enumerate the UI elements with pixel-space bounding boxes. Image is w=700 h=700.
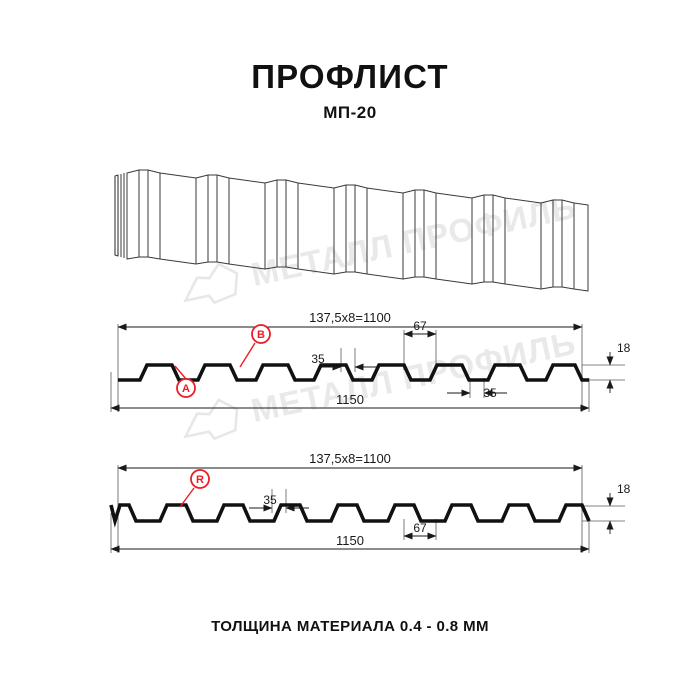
dim-text-pitch-left: 35: [311, 352, 325, 366]
svg-text:МЕТАЛЛ ПРОФИЛЬ: МЕТАЛЛ ПРОФИЛЬ: [248, 324, 579, 429]
marker-a-label: A: [182, 383, 190, 395]
dimension-pitch-2: 35: [249, 493, 309, 512]
isometric-corrugated-sheet: [114, 169, 589, 292]
watermark-top: МЕТАЛЛ ПРОФИЛЬ: [183, 188, 579, 305]
marker-a: A: [174, 365, 196, 398]
section-view-bottom: 137,5x8=1100 1150 35 67 18: [109, 451, 631, 553]
dimension-line-top: 137,5x8=1100: [117, 310, 583, 331]
dimension-crest: 67: [403, 319, 437, 338]
product-code: МП-20: [323, 103, 377, 122]
dim-text-pitch-2: 35: [263, 493, 277, 507]
dim-text-height-2: 18: [617, 482, 631, 496]
dim-text-bottom: 1150: [336, 392, 364, 407]
watermark-bottom: МЕТАЛЛ ПРОФИЛЬ: [183, 324, 579, 441]
profile-outline-top: [118, 363, 589, 382]
dim-text-top: 137,5x8=1100: [309, 310, 391, 325]
dimension-height: 18: [606, 341, 631, 393]
dim-text-crest-2: 67: [413, 521, 427, 535]
page-title: ПРОФЛИСТ: [251, 58, 449, 95]
dim-text-bottom-2: 1150: [336, 533, 364, 548]
profile-outline-bottom: [109, 503, 591, 528]
dim-text-pitch-right: 35: [483, 386, 497, 400]
dimension-line-top-2: 137,5x8=1100: [117, 451, 583, 472]
marker-r-label: R: [196, 474, 204, 486]
section-view-top: 137,5x8=1100 1150 35 67 35: [110, 310, 631, 412]
dim-text-height: 18: [617, 341, 631, 355]
marker-r: R: [179, 469, 210, 508]
marker-b: B: [239, 324, 271, 368]
dimension-line-bottom: 1150: [110, 392, 590, 412]
material-thickness-note: ТОЛЩИНА МАТЕРИАЛА 0.4 - 0.8 ММ: [211, 618, 489, 635]
dimension-line-bottom-2: 1150: [110, 533, 590, 553]
dim-text-top-2: 137,5x8=1100: [309, 451, 391, 466]
dimension-crest-2: 67: [403, 521, 437, 540]
marker-b-label: B: [257, 329, 265, 341]
dimension-height-2: 18: [606, 482, 631, 534]
dimension-pitch-right: 35: [447, 386, 507, 400]
dim-text-crest: 67: [413, 319, 427, 333]
